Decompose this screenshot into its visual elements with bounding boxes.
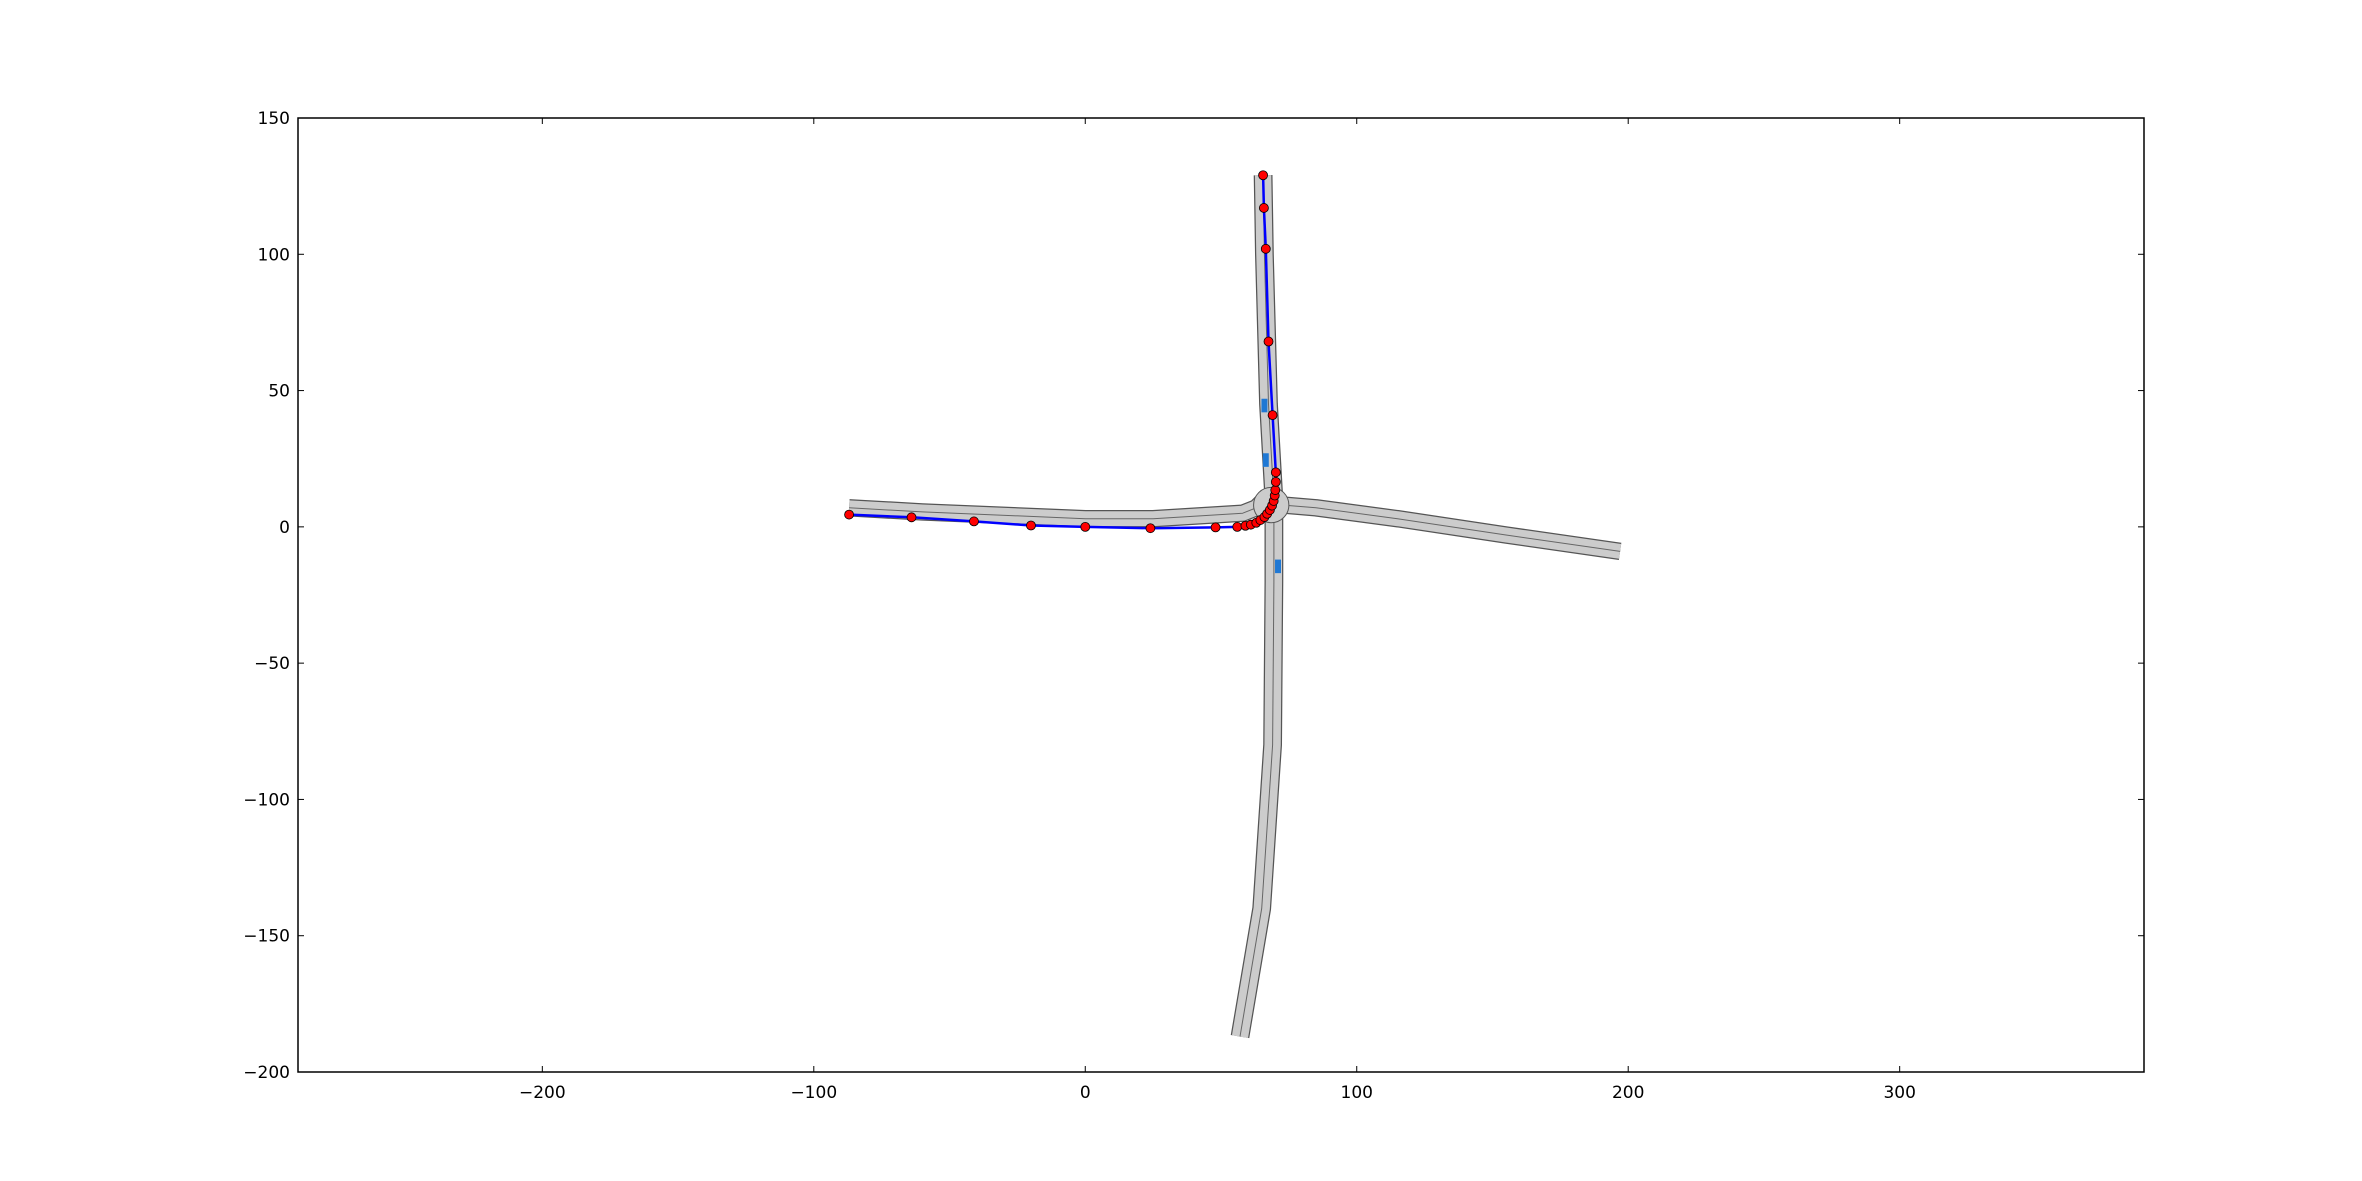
road-south-arm bbox=[1230, 507, 1284, 1039]
waypoint-marker bbox=[1270, 467, 1281, 478]
blue-rectangle bbox=[1261, 398, 1268, 413]
waypoint-marker bbox=[1267, 410, 1278, 421]
y-tick-label: 0 bbox=[279, 518, 290, 538]
y-tick-label: −150 bbox=[243, 927, 290, 947]
waypoint-marker bbox=[1260, 243, 1271, 254]
waypoint-marker bbox=[1270, 485, 1281, 495]
waypoint-marker bbox=[1258, 203, 1269, 213]
route-lines bbox=[849, 175, 1278, 530]
route-line bbox=[849, 175, 1278, 530]
y-tick-label: 50 bbox=[268, 382, 290, 402]
axes-frame bbox=[297, 117, 2145, 1073]
waypoint-marker bbox=[1232, 521, 1243, 532]
blue-rectangle bbox=[1262, 453, 1269, 467]
waypoint-marker bbox=[1263, 336, 1274, 347]
waypoint-marker bbox=[1210, 522, 1221, 533]
waypoint-marker bbox=[1080, 521, 1091, 532]
axis-ticks: −200 −100 0 100 200 300 150 100 50 0 −50 −100 −150 −2… bbox=[243, 109, 2144, 1103]
x-tick-label: 0 bbox=[1080, 1083, 1091, 1103]
blue-rectangle bbox=[1275, 559, 1281, 574]
lane-divider bbox=[1283, 504, 1621, 552]
road-east-arm bbox=[1282, 496, 1622, 561]
x-tick-label: 100 bbox=[1341, 1083, 1373, 1103]
y-tick-label: 100 bbox=[258, 245, 290, 265]
waypoint-marker bbox=[969, 516, 979, 527]
waypoint-marker bbox=[1258, 170, 1268, 181]
x-tick-label: −100 bbox=[790, 1083, 837, 1103]
y-tick-label: −200 bbox=[243, 1063, 290, 1083]
x-tick-label: 300 bbox=[1883, 1083, 1915, 1103]
lane-divider bbox=[1239, 507, 1275, 1037]
waypoint-marker bbox=[844, 509, 854, 520]
route-waypoints bbox=[844, 170, 1281, 534]
vehicle-markers bbox=[1261, 398, 1281, 574]
x-tick-label: 200 bbox=[1612, 1083, 1644, 1103]
waypoint-marker bbox=[1026, 520, 1036, 531]
x-tick-label: −200 bbox=[519, 1083, 566, 1103]
y-tick-label: −50 bbox=[254, 654, 290, 674]
waypoint-marker bbox=[906, 512, 917, 523]
waypoint-marker bbox=[1270, 476, 1281, 487]
y-tick-label: −100 bbox=[243, 790, 290, 810]
road-network bbox=[848, 175, 1622, 1039]
y-tick-label: 150 bbox=[258, 109, 290, 129]
waypoint-marker bbox=[1145, 523, 1156, 534]
